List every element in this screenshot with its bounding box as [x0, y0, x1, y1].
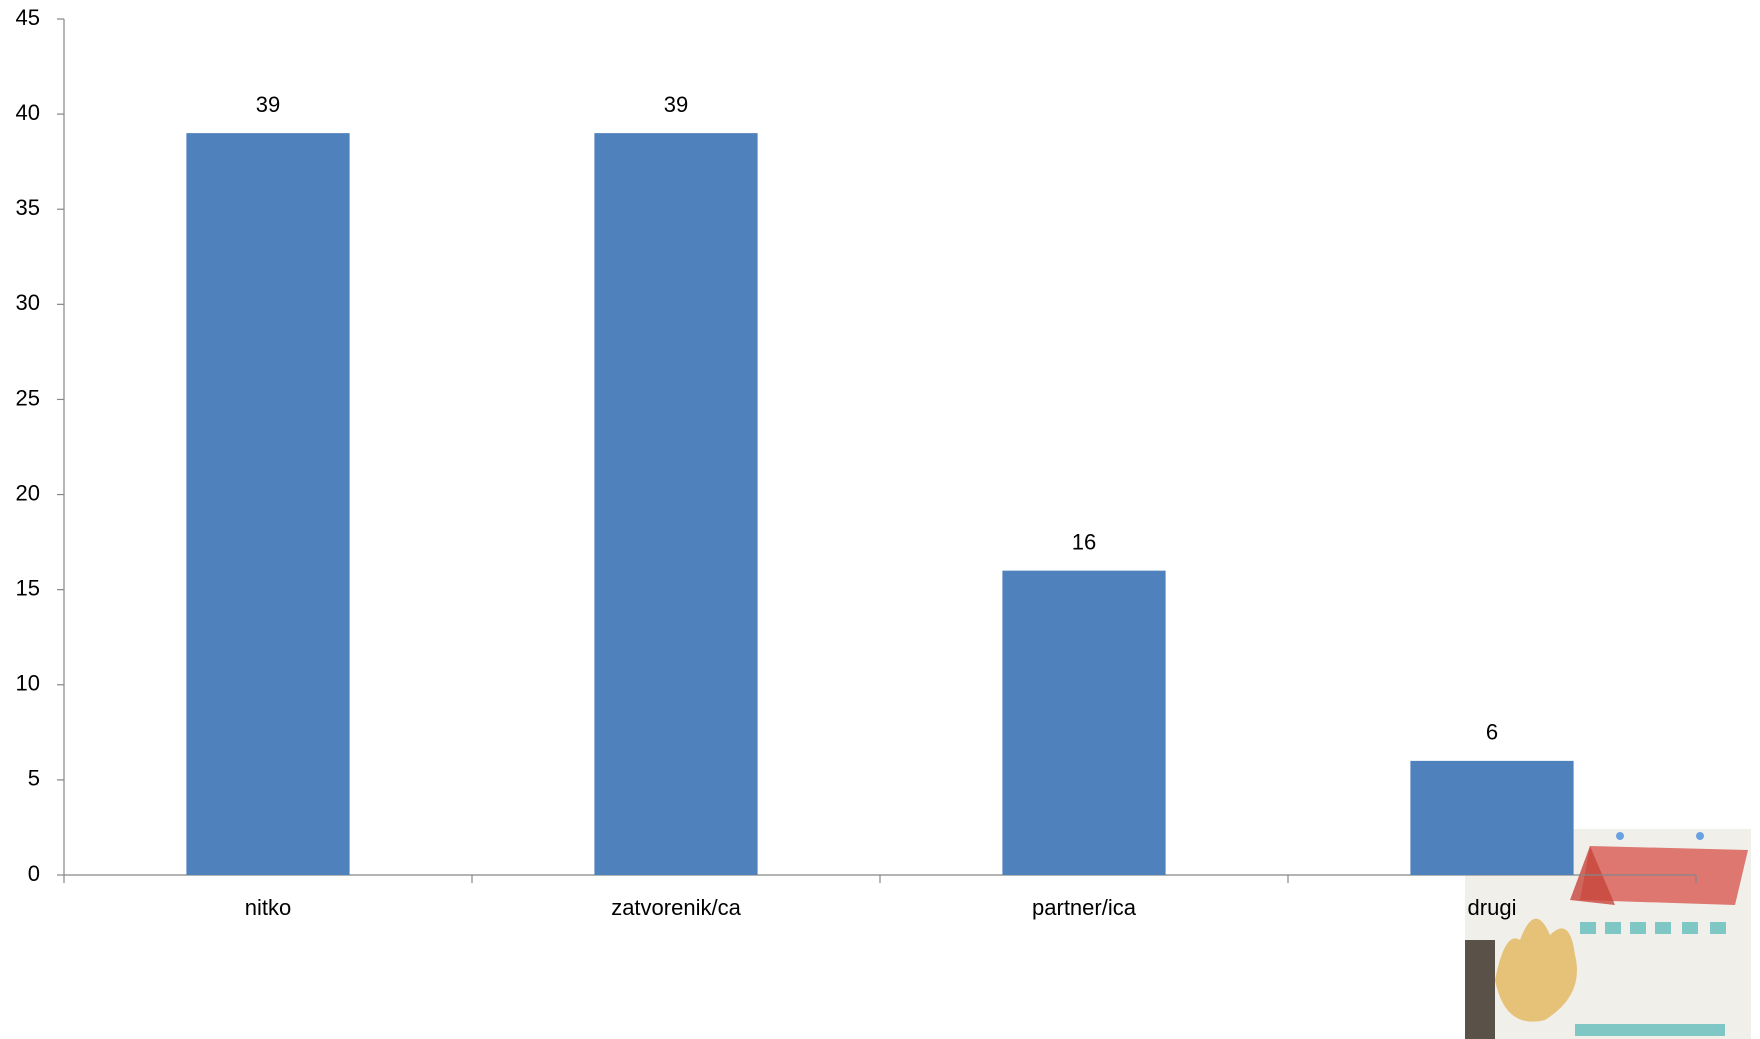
y-tick-label: 25 [16, 385, 40, 410]
x-tick-label: zatvorenik/ca [611, 895, 741, 920]
photo [1465, 829, 1751, 1039]
bar [594, 133, 758, 876]
value-label: 6 [1486, 720, 1498, 745]
bar [186, 133, 350, 876]
y-tick-label: 20 [16, 480, 40, 505]
value-label: 16 [1072, 529, 1096, 554]
x-tick-label: nitko [245, 895, 291, 920]
y-tick-label: 5 [28, 766, 40, 791]
y-tick-label: 40 [16, 100, 40, 125]
bar [1410, 760, 1574, 875]
y-tick-label: 30 [16, 290, 40, 315]
bar [1002, 570, 1166, 875]
y-tick-label: 10 [16, 671, 40, 696]
y-tick-label: 0 [28, 861, 40, 886]
value-label: 39 [256, 92, 280, 117]
y-tick-label: 35 [16, 195, 40, 220]
x-tick-label: partner/ica [1032, 895, 1137, 920]
y-tick-label: 15 [16, 575, 40, 600]
y-tick-label: 45 [16, 5, 40, 30]
x-tick-label: drugi [1468, 895, 1517, 920]
value-label: 39 [664, 92, 688, 117]
